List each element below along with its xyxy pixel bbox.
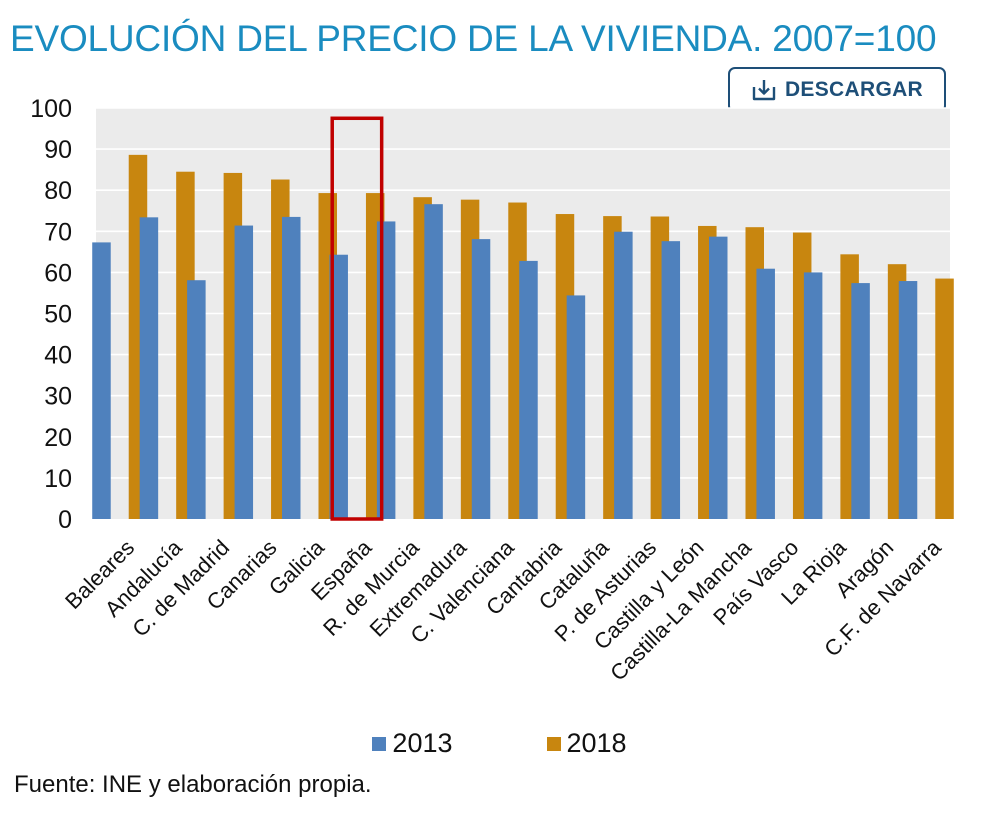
legend-label-series-1: 2013 — [392, 728, 453, 758]
bar-2013 — [898, 281, 918, 519]
source-note: Fuente: INE y elaboración propia. — [14, 771, 372, 798]
legend-swatch-series-2 — [546, 736, 561, 751]
bar-2013 — [424, 204, 443, 519]
y-tick-label: 10 — [44, 465, 72, 493]
download-button-label: DESCARGAR — [784, 78, 924, 101]
legend-label-series-2: 2018 — [566, 728, 627, 758]
y-tick-label: 50 — [44, 301, 72, 329]
bar-2013 — [519, 260, 538, 519]
download-button[interactable]: DESCARGAR — [728, 67, 946, 113]
bar-2013 — [661, 241, 681, 519]
bar-2013 — [329, 254, 348, 520]
y-tick-label: 60 — [44, 259, 72, 287]
y-tick-label: 70 — [44, 218, 72, 246]
bar-2013 — [756, 268, 775, 519]
bar-2013 — [187, 280, 206, 519]
download-icon — [752, 80, 776, 101]
bar-2013 — [234, 225, 254, 519]
chart-title: EVOLUCIÓN DEL PRECIO DE LA VIVIENDA. 200… — [10, 18, 937, 59]
highlight-box — [330, 116, 384, 521]
bar-2013 — [471, 239, 491, 519]
y-tick-label: 40 — [44, 342, 72, 370]
bar-2013 — [566, 295, 586, 519]
y-tick-label: 0 — [58, 506, 72, 534]
y-tick-label: 100 — [30, 95, 72, 123]
bar-2013 — [851, 283, 870, 519]
chart-legend: 2013 2018 — [0, 728, 999, 759]
bar-2013 — [803, 272, 823, 519]
bar-2013 — [139, 217, 159, 520]
y-tick-label: 30 — [44, 383, 72, 411]
bar-chart: 0102030405060708090100BalearesAndalucíaC… — [30, 95, 954, 686]
y-tick-label: 80 — [44, 177, 72, 205]
bar-2013 — [614, 231, 633, 519]
legend-item-series-1: 2013 — [372, 728, 453, 759]
bar-2013 — [92, 242, 111, 519]
legend-swatch-series-1 — [372, 736, 387, 751]
bar-2013 — [282, 216, 301, 520]
bar-2013 — [376, 221, 396, 519]
bar-2018 — [935, 278, 954, 519]
y-tick-label: 20 — [44, 424, 72, 452]
bar-2013 — [709, 236, 728, 519]
y-tick-label: 90 — [44, 136, 72, 164]
legend-item-series-2: 2018 — [546, 728, 627, 759]
